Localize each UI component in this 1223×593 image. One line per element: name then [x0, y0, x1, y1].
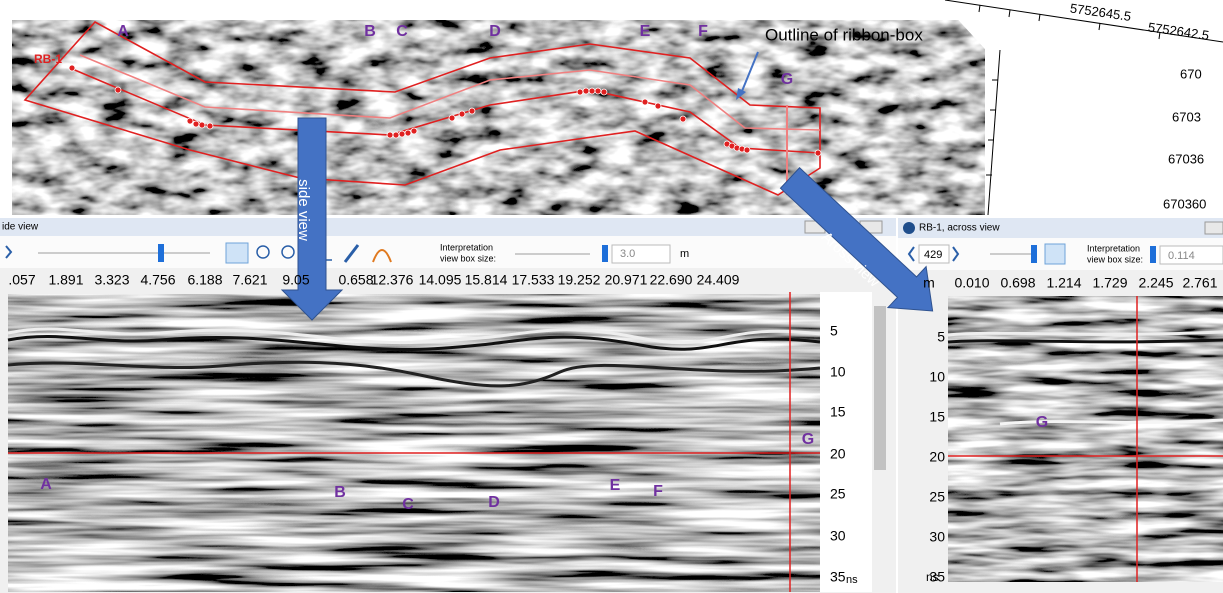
marker-label: G — [802, 431, 814, 448]
depth-tick-label: 35 — [830, 569, 846, 585]
map — [12, 0, 1223, 215]
x-tick-label: 14.095 — [419, 272, 462, 288]
depth-tick-label: 5 — [937, 329, 945, 345]
coord-label: 6703 — [1172, 109, 1201, 124]
marker-label: D — [489, 23, 501, 40]
depth-tick-label: 25 — [830, 486, 846, 502]
depth-tick-label: 30 — [929, 529, 945, 545]
map-image — [12, 20, 985, 215]
x-tick-label: 15.814 — [465, 272, 508, 288]
window-title: ide view — [2, 222, 39, 233]
marker-label: A — [40, 476, 52, 493]
marker-label: F — [653, 483, 663, 500]
screenshot: 5752645.55752642.5670670367036670360RB-1… — [0, 0, 1223, 593]
x-tick-label: 3.323 — [94, 272, 129, 288]
x-tick-label: 19.252 — [558, 272, 601, 288]
depth-tick-label: 15 — [830, 404, 846, 420]
marker-label: B — [364, 23, 376, 40]
coord-label: 670 — [1180, 66, 1202, 81]
depth-tick-label: 20 — [929, 449, 945, 465]
slider-thumb[interactable] — [1031, 245, 1037, 263]
x-tick-label: 1.729 — [1092, 275, 1127, 291]
depth-tick-label: 30 — [830, 528, 846, 544]
marker-label: B — [334, 484, 346, 501]
x-tick-label: 24.409 — [697, 272, 740, 288]
x-tick-label: .057 — [8, 272, 35, 288]
depth-tick-label: 15 — [929, 409, 945, 425]
marker-label: G — [1036, 414, 1048, 431]
x-tick-label: 17.533 — [512, 272, 555, 288]
label: Interpretation — [1087, 243, 1140, 253]
x-unit: m — [923, 275, 935, 291]
depth-tick-label: 20 — [830, 446, 846, 462]
x-tick-label: 0.658 — [338, 272, 373, 288]
marker-label: E — [640, 23, 651, 40]
label: view box size: — [440, 253, 496, 263]
x-tick-label: 12.376 — [371, 272, 414, 288]
x-tick-label: 20.971 — [605, 272, 648, 288]
x-tick-label: 2.761 — [1182, 275, 1217, 291]
pan-tool[interactable] — [226, 243, 248, 263]
scrollbar[interactable] — [948, 582, 1223, 593]
depth-unit: ns — [926, 570, 939, 584]
label: view box size: — [1087, 254, 1143, 264]
radargram — [948, 296, 1223, 582]
x-tick-label: 22.690 — [650, 272, 693, 288]
depth-axis-bg — [820, 292, 872, 592]
depth-tick-label: 5 — [830, 323, 838, 339]
scrollbar-thumb[interactable] — [874, 306, 886, 470]
x-tick-label: 0.698 — [1000, 275, 1035, 291]
title-bar — [0, 218, 896, 236]
radargram — [8, 294, 820, 592]
x-tick-label: 2.245 — [1138, 275, 1173, 291]
x-tick-label: 0.010 — [954, 275, 989, 291]
label: Interpretation — [440, 242, 493, 252]
marker-label: C — [402, 496, 414, 513]
arrow-label: side view — [295, 179, 312, 241]
box-size: 3.0 — [620, 248, 635, 260]
marker-label: F — [698, 23, 708, 40]
depth-tick-label: 10 — [929, 369, 945, 385]
x-tick-label: 4.756 — [140, 272, 175, 288]
depth-unit: ns — [846, 574, 858, 586]
depth-tick-label: 25 — [929, 489, 945, 505]
x-tick-label: 6.188 — [187, 272, 222, 288]
coord-label: 67036 — [1168, 151, 1204, 166]
window-icon — [903, 222, 915, 234]
x-tick-label: 9.05 — [282, 272, 309, 288]
marker-label: D — [488, 494, 500, 511]
window-title: RB-1, across view — [919, 223, 1000, 234]
slider-thumb[interactable] — [1150, 246, 1156, 263]
marker-label: E — [610, 477, 621, 494]
minimize-button[interactable] — [1205, 222, 1223, 234]
x-tick-label: 1.214 — [1046, 275, 1081, 291]
slider-thumb[interactable] — [158, 244, 164, 262]
annotation: Outline of ribbon-box — [765, 25, 923, 44]
box-size: 0.114 — [1168, 250, 1195, 262]
slider-thumb[interactable] — [602, 245, 608, 262]
depth-tick-label: 10 — [830, 364, 846, 380]
unit: m — [680, 248, 689, 260]
ribbon-label: RB-1 — [34, 52, 62, 66]
pan-tool[interactable] — [1045, 244, 1065, 264]
marker-label: C — [396, 23, 408, 40]
marker-label: G — [781, 71, 793, 88]
x-tick-label: 1.891 — [48, 272, 83, 288]
x-tick-label: 7.621 — [232, 272, 267, 288]
marker-label: A — [117, 23, 129, 40]
coord-label: 670360 — [1163, 196, 1206, 211]
trace-number: 429 — [924, 249, 942, 261]
